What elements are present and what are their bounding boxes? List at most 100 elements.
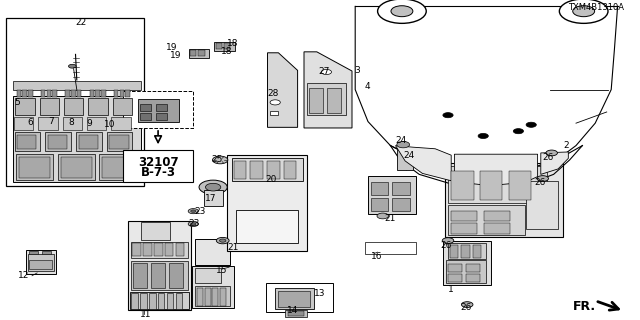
Bar: [466, 264, 480, 272]
Bar: [130, 292, 189, 309]
Bar: [28, 90, 33, 97]
Text: 1: 1: [448, 285, 454, 294]
Circle shape: [191, 223, 196, 225]
Circle shape: [461, 302, 473, 308]
Bar: [63, 117, 82, 130]
Circle shape: [212, 156, 228, 164]
Circle shape: [443, 113, 453, 118]
Text: 20: 20: [266, 175, 277, 184]
Bar: [484, 223, 510, 234]
Bar: [270, 111, 278, 115]
Bar: [190, 50, 196, 56]
Bar: [278, 291, 310, 307]
Text: 4: 4: [365, 82, 371, 91]
Bar: [113, 98, 132, 115]
Bar: [16, 154, 53, 180]
Bar: [234, 161, 246, 179]
Text: 26: 26: [440, 241, 452, 250]
Bar: [102, 157, 133, 178]
Bar: [227, 155, 307, 251]
Polygon shape: [396, 146, 451, 181]
Bar: [448, 205, 525, 235]
Bar: [38, 117, 58, 130]
Bar: [267, 161, 280, 179]
Bar: [484, 211, 510, 221]
Bar: [88, 98, 108, 115]
Bar: [15, 132, 40, 151]
Bar: [371, 182, 388, 195]
Bar: [327, 88, 341, 113]
Circle shape: [573, 6, 595, 17]
Bar: [65, 90, 70, 97]
Bar: [42, 251, 51, 254]
Bar: [76, 132, 102, 151]
Bar: [288, 311, 304, 316]
Circle shape: [478, 133, 488, 139]
Text: 7: 7: [48, 117, 54, 126]
Text: 2: 2: [563, 141, 569, 150]
Text: 22: 22: [76, 18, 87, 27]
Bar: [101, 90, 106, 97]
Circle shape: [526, 122, 536, 127]
Text: TXM4B1310A: TXM4B1310A: [568, 4, 624, 12]
Bar: [371, 198, 388, 211]
Bar: [151, 263, 165, 288]
Bar: [61, 157, 92, 178]
Text: 21: 21: [384, 214, 396, 223]
Bar: [165, 243, 173, 256]
Bar: [368, 176, 416, 214]
Bar: [13, 81, 141, 90]
Bar: [52, 90, 57, 97]
Text: 3: 3: [354, 66, 360, 75]
Bar: [195, 268, 221, 283]
Bar: [156, 113, 167, 120]
Bar: [131, 242, 188, 258]
Bar: [58, 154, 95, 180]
Text: 15: 15: [216, 266, 228, 275]
Bar: [71, 90, 76, 97]
Circle shape: [537, 176, 548, 181]
Bar: [140, 104, 151, 111]
Bar: [95, 90, 100, 97]
Circle shape: [220, 239, 226, 242]
Bar: [120, 90, 124, 97]
Text: 12: 12: [18, 271, 29, 280]
Bar: [111, 117, 131, 130]
Bar: [446, 260, 486, 283]
Text: 13: 13: [314, 289, 325, 298]
Bar: [307, 83, 346, 115]
Bar: [526, 181, 558, 229]
Bar: [232, 158, 303, 181]
Bar: [154, 243, 163, 256]
Text: 18: 18: [221, 47, 232, 56]
Circle shape: [321, 69, 332, 75]
Bar: [451, 171, 474, 200]
Bar: [90, 90, 94, 97]
Bar: [169, 263, 183, 288]
Circle shape: [216, 237, 229, 244]
Bar: [141, 222, 170, 240]
Text: 8: 8: [68, 118, 74, 127]
Text: 24: 24: [403, 151, 415, 160]
Bar: [138, 99, 179, 122]
Bar: [40, 98, 59, 115]
Polygon shape: [268, 53, 298, 127]
Circle shape: [270, 100, 280, 105]
Bar: [212, 288, 218, 306]
Bar: [87, 117, 106, 130]
Bar: [77, 90, 81, 97]
Bar: [195, 286, 230, 307]
Bar: [480, 171, 502, 200]
Bar: [29, 251, 38, 254]
Text: 27: 27: [319, 67, 330, 76]
Bar: [176, 293, 182, 309]
Text: 19: 19: [170, 51, 181, 60]
Polygon shape: [541, 152, 568, 174]
Bar: [392, 182, 410, 195]
Text: 5: 5: [14, 98, 20, 107]
Bar: [125, 90, 130, 97]
Bar: [450, 245, 458, 258]
Bar: [22, 90, 27, 97]
Text: 18: 18: [227, 39, 239, 48]
Bar: [509, 171, 531, 200]
